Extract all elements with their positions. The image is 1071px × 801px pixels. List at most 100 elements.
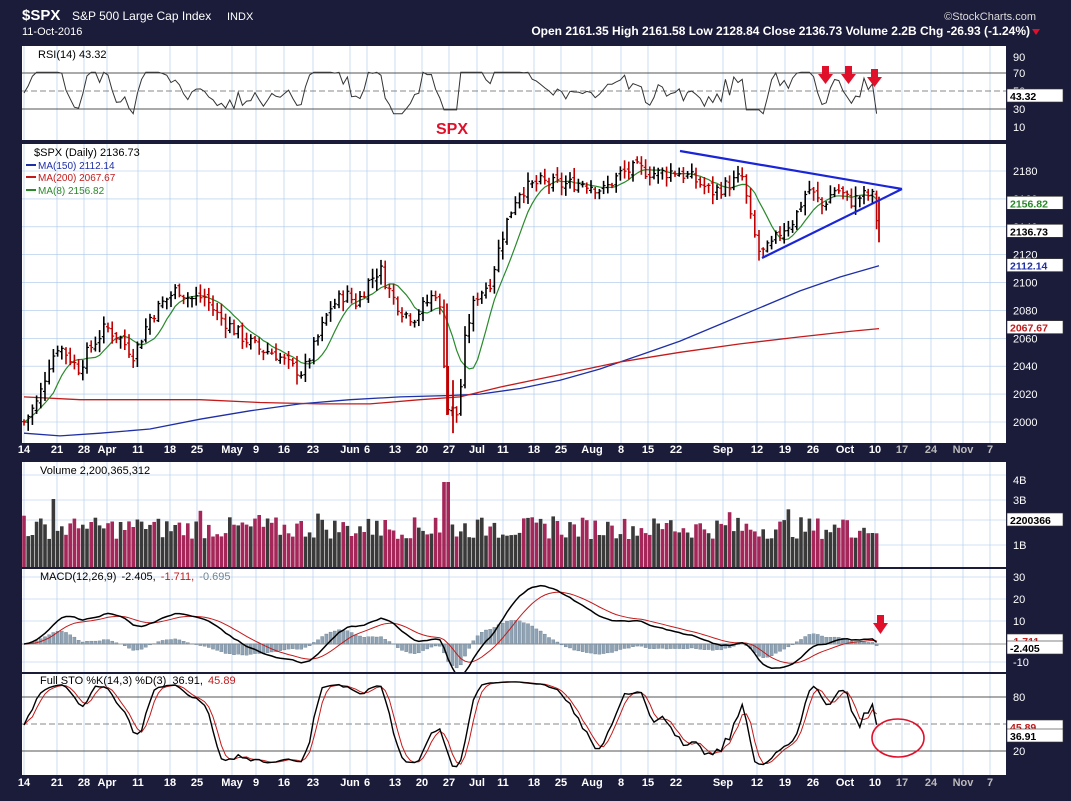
volume-bar <box>194 521 198 567</box>
x-tick-label: 22 <box>670 444 682 456</box>
sto-highlight-circle <box>871 718 925 758</box>
x-tick-label: Aug <box>581 444 602 456</box>
volume-bar <box>484 535 488 567</box>
macd-histogram-bar <box>55 631 60 645</box>
volume-bar <box>711 538 715 567</box>
volume-bar <box>841 519 845 567</box>
volume-bar <box>202 538 207 567</box>
volume-bar <box>127 521 131 567</box>
volume-bar <box>312 537 316 567</box>
ohlc-bar <box>803 190 808 216</box>
x-tick-label: Jun <box>340 444 360 456</box>
ohlc-bar <box>345 285 350 303</box>
ohlc-bar <box>769 235 774 250</box>
sto-k-line <box>23 681 878 768</box>
volume-bar <box>160 537 165 567</box>
volume-bar <box>22 515 26 567</box>
macd-histogram-bar <box>379 636 383 645</box>
macd-histogram-bar <box>870 642 875 645</box>
volume-bar <box>412 517 417 567</box>
volume-value-badge-bg <box>1006 512 1064 527</box>
ma200-value-badge-bg <box>1006 320 1064 334</box>
ohlc-bar <box>366 278 371 303</box>
macd-histogram-bar <box>858 642 862 645</box>
volume-bar <box>190 538 194 567</box>
volume-bar <box>110 521 114 567</box>
volume-bar <box>207 524 211 567</box>
ohlc-bar <box>479 290 484 304</box>
macd-histogram-bar <box>664 643 669 650</box>
volume-bar <box>664 523 669 567</box>
volume-bar <box>732 531 736 567</box>
ohlc-bar <box>681 167 686 184</box>
volume-bar <box>81 524 85 567</box>
volume-value-badge: 2200366 <box>1010 515 1051 527</box>
x-tick-label: 16 <box>278 444 290 456</box>
macd-histogram-bar <box>320 636 324 645</box>
volume-bar <box>761 529 765 567</box>
rsi-line <box>23 71 878 115</box>
x-tick-label: 18 <box>164 777 176 789</box>
sto-k-badge-bg <box>1006 728 1064 743</box>
volume-bar <box>366 518 371 567</box>
ohlc-bar <box>400 307 404 323</box>
x-tick-label: 14 <box>18 444 31 456</box>
volume-bar <box>858 530 862 567</box>
ohlc-bar <box>72 354 77 370</box>
ohlc-bar <box>253 335 257 344</box>
volume-bar <box>547 538 551 567</box>
volume-bar <box>475 519 480 567</box>
macd-tick-label: -10 <box>1013 657 1029 669</box>
volume-bar <box>522 518 526 567</box>
volume-bar <box>631 526 635 567</box>
ohlc-bar <box>433 290 438 302</box>
ohlc-bar <box>38 382 43 409</box>
macd-histogram-bar <box>362 637 366 645</box>
volume-bar <box>139 521 144 567</box>
macd-histogram-bar <box>660 643 665 649</box>
x-tick-label: 18 <box>164 444 176 456</box>
ohlc-bar <box>551 173 556 192</box>
legend-ma8: MA(8) 2156.82 <box>38 186 105 197</box>
x-tick-label: 7 <box>987 777 993 789</box>
x-tick-label: 11 <box>132 444 144 456</box>
volume-bar <box>106 523 110 567</box>
volume-tick-label: 4B <box>1013 475 1026 487</box>
volume-bar <box>43 524 47 567</box>
triangle-pattern <box>679 149 903 259</box>
macd-histogram-bar <box>156 641 161 645</box>
ohlc-bar <box>374 268 379 291</box>
volume-bar <box>135 519 140 567</box>
volume-bar <box>786 509 791 567</box>
macd-histogram-bar <box>429 643 434 648</box>
ohlc-bar <box>93 336 98 352</box>
volume-bar <box>249 526 253 567</box>
macd-signal-value: -1.711, <box>161 571 194 583</box>
x-tick-label: Apr <box>98 777 118 789</box>
ohlc-bar <box>664 166 669 187</box>
ohlc-bar <box>206 287 211 311</box>
volume-bar <box>47 538 51 567</box>
ohlc-bar <box>169 291 173 308</box>
volume-bar <box>417 527 421 567</box>
ohlc-bar <box>584 182 589 194</box>
macd-histogram-bar <box>72 636 77 645</box>
macd-value-badge-bg <box>1006 640 1064 655</box>
sto-tick-label: 80 <box>1013 692 1025 704</box>
exchange-label: INDX <box>227 11 254 23</box>
volume-bar <box>648 534 652 567</box>
ohlc-bar <box>710 176 715 205</box>
ohlc-bar <box>723 177 728 197</box>
ohlc-bar <box>156 300 161 323</box>
volume-bar <box>744 523 749 567</box>
ohlc-bar <box>870 188 875 203</box>
x-tick-label: Oct <box>836 777 855 789</box>
macd-histogram-bar <box>475 635 480 645</box>
ohlc-bar <box>177 283 182 298</box>
macd-histogram-bar <box>576 643 581 652</box>
ohlc-bar <box>80 360 85 381</box>
volume-bar <box>698 523 702 567</box>
volume-bar <box>597 535 602 567</box>
volume-bar <box>870 533 875 567</box>
rsi-arrow-1-icon <box>818 66 833 84</box>
